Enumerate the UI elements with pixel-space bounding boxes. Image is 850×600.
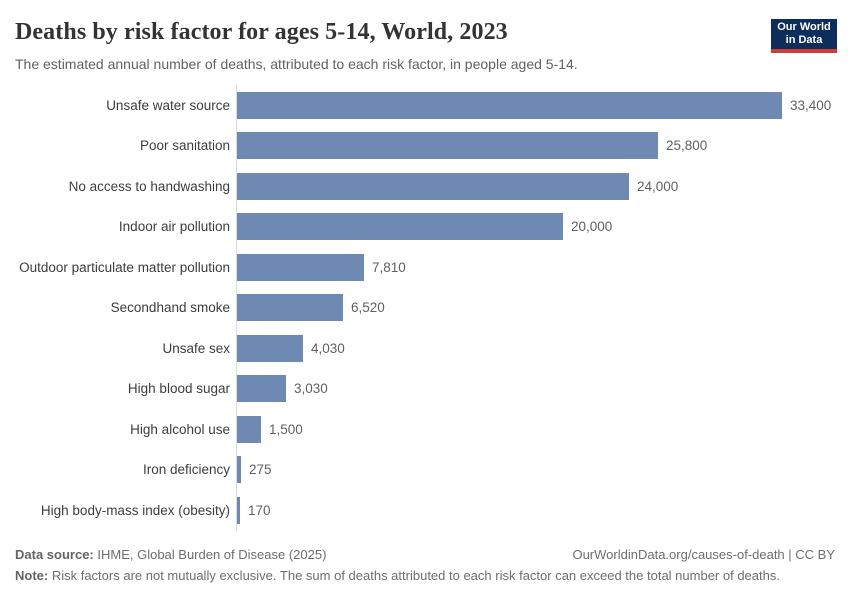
chart-row: Secondhand smoke 6,520 — [10, 287, 835, 328]
owid-logo[interactable]: Our World in Data — [771, 19, 837, 53]
bar[interactable] — [237, 253, 364, 281]
bar[interactable] — [237, 334, 303, 362]
bar-chart: Unsafe water source 33,400 Poor sanitati… — [10, 85, 835, 531]
bar-value-label: 7,810 — [372, 259, 406, 275]
chart-row: No access to handwashing 24,000 — [10, 166, 835, 207]
chart-row: Iron deficiency 275 — [10, 449, 835, 490]
bar-value-label: 275 — [249, 462, 272, 478]
bar-area: 275 — [236, 449, 835, 490]
bar[interactable] — [237, 294, 343, 322]
bar[interactable] — [237, 91, 782, 119]
bar-area: 20,000 — [236, 206, 835, 247]
bar-area: 3,030 — [236, 368, 835, 409]
bar-value-label: 20,000 — [571, 219, 613, 235]
owid-logo-line2: in Data — [785, 34, 823, 46]
bar-area: 7,810 — [236, 247, 835, 288]
bar-area: 24,000 — [236, 166, 835, 207]
bar-area: 4,030 — [236, 328, 835, 369]
bar-label: Unsafe water source — [106, 97, 230, 113]
bar-label: Poor sanitation — [139, 138, 230, 154]
owid-logo-text: Our World in Data — [771, 19, 837, 49]
chart-row: Indoor air pollution 20,000 — [10, 206, 835, 247]
bar-label: High blood sugar — [127, 381, 230, 397]
data-source-label: Data source: — [15, 547, 94, 562]
bar-label: Unsafe sex — [162, 340, 230, 356]
bar[interactable] — [237, 375, 286, 403]
bar-label: High alcohol use — [130, 421, 230, 437]
chart-row: Outdoor particulate matter pollution 7,8… — [10, 247, 835, 288]
chart-row: Poor sanitation 25,800 — [10, 125, 835, 166]
bar-value-label: 4,030 — [311, 340, 345, 356]
bar-label: Iron deficiency — [142, 462, 230, 478]
bar-value-label: 170 — [248, 502, 271, 518]
bar-label: Secondhand smoke — [110, 300, 230, 316]
bar-value-label: 6,520 — [351, 300, 385, 316]
bar-area: 6,520 — [236, 287, 835, 328]
bar-label: Indoor air pollution — [118, 219, 230, 235]
bar-value-label: 25,800 — [666, 138, 708, 154]
data-source-value: IHME, Global Burden of Disease (2025) — [93, 547, 327, 562]
footer-note-row: Note: Risk factors are not mutually excl… — [15, 565, 835, 586]
bar[interactable] — [237, 213, 563, 241]
bar[interactable] — [237, 496, 240, 524]
owid-link[interactable]: OurWorldinData.org/causes-of-death | CC … — [572, 547, 835, 562]
chart-row: High blood sugar 3,030 — [10, 368, 835, 409]
bar-value-label: 33,400 — [790, 97, 832, 113]
chart-row: Unsafe water source 33,400 — [10, 85, 835, 126]
bar[interactable] — [237, 415, 261, 443]
bar-label: Outdoor particulate matter pollution — [19, 259, 230, 275]
bar-label: High body-mass index (obesity) — [40, 502, 230, 518]
bar-area: 1,500 — [236, 409, 835, 450]
bar-label: No access to handwashing — [68, 178, 230, 194]
chart-footer: Data source: IHME, Global Burden of Dise… — [15, 544, 835, 586]
bar-area: 170 — [236, 490, 835, 531]
chart-row: High body-mass index (obesity) 170 — [10, 490, 835, 531]
chart-title: Deaths by risk factor for ages 5-14, Wor… — [15, 19, 508, 45]
note-label: Note: — [15, 568, 49, 583]
bar[interactable] — [237, 456, 241, 484]
bar[interactable] — [237, 132, 658, 160]
footer-source-row: Data source: IHME, Global Burden of Dise… — [15, 544, 835, 565]
chart-subtitle: The estimated annual number of deaths, a… — [15, 56, 578, 72]
chart-row: Unsafe sex 4,030 — [10, 328, 835, 369]
data-source-text: Data source: IHME, Global Burden of Dise… — [15, 544, 326, 565]
bar-value-label: 24,000 — [637, 178, 679, 194]
bar-value-label: 3,030 — [294, 381, 328, 397]
bar[interactable] — [237, 172, 629, 200]
chart-row: High alcohol use 1,500 — [10, 409, 835, 450]
bar-area: 25,800 — [236, 125, 835, 166]
chart-rows: Unsafe water source 33,400 Poor sanitati… — [10, 85, 835, 531]
bar-area: 33,400 — [236, 85, 835, 126]
bar-value-label: 1,500 — [269, 421, 303, 437]
note-value: Risk factors are not mutually exclusive.… — [48, 568, 780, 583]
owid-logo-line1: Our World — [777, 21, 831, 33]
owid-logo-stripe — [771, 49, 837, 53]
